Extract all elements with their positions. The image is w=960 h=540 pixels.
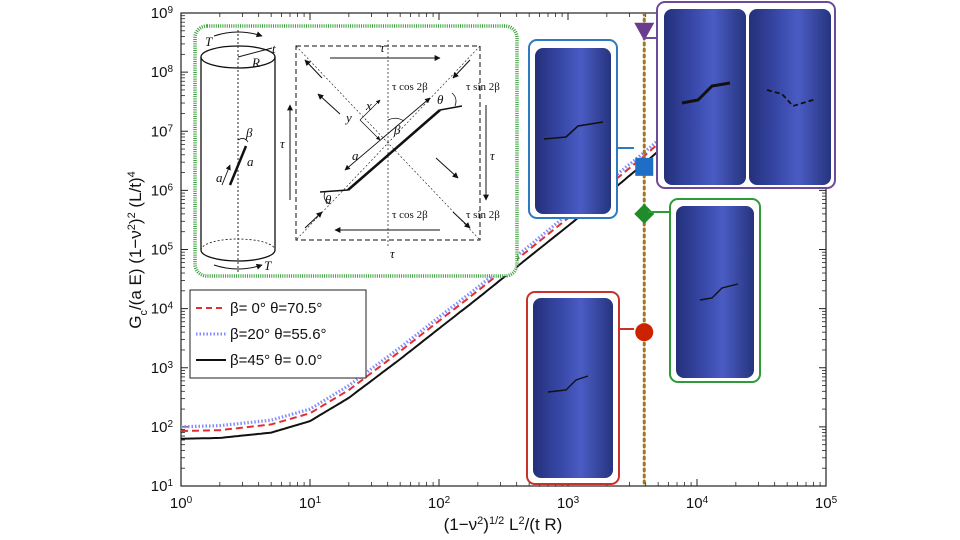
snapshot-purple (643, 1, 836, 189)
y-tick-label: 109 (151, 5, 174, 23)
sq-label-tau-right: τ (490, 148, 496, 163)
cyl-label-beta: β (245, 125, 253, 140)
legend-box (189, 289, 367, 379)
cyl-label-T-top: T (205, 34, 213, 49)
cyl-label-R: R (251, 55, 260, 70)
y-tick-label: 105 (151, 241, 174, 259)
sq-label-a: a (352, 148, 359, 163)
sq-label-sin-top: τ sin 2β (466, 81, 500, 93)
marker-layer (634, 22, 655, 342)
x-tick-label: 105 (815, 495, 838, 513)
sq-label-cos-bot: τ cos 2β (392, 209, 428, 221)
snapshot-red (526, 291, 634, 485)
stress-element-diagram (287, 40, 489, 246)
cyl-label-a-right: a (247, 154, 254, 169)
schematic-inset: T t R β a a T (193, 24, 519, 278)
cyl-label-t: t (272, 41, 276, 56)
legend-label-0: β= 0° θ=70.5° (230, 300, 322, 317)
cyl-label-a-left: a (216, 170, 223, 185)
legend-label-2: β=45° θ= 0.0° (230, 352, 322, 369)
snapshot-blue (528, 39, 634, 219)
y-axis-label: Gc/(a E) (1−ν2)2 (L/t)4 (126, 171, 150, 329)
legend: β= 0° θ=70.5° β=20° θ=55.6° β=45° θ= 0.0… (189, 289, 367, 379)
x-tick-label: 102 (428, 495, 451, 513)
x-tick-label: 103 (557, 495, 580, 513)
y-tick-label: 108 (151, 64, 174, 82)
sq-label-tau-bot: τ (390, 246, 396, 261)
sq-label-theta-right: θ (437, 92, 444, 107)
x-axis-label: (1−ν2)1/2 L2/(t R) (444, 515, 563, 534)
marker-circle (635, 323, 654, 342)
y-tick-label: 101 (151, 478, 174, 496)
cyl-label-T-bot: T (264, 258, 272, 273)
sq-label-tau-left: τ (280, 136, 286, 151)
sq-label-theta-left: θ (325, 192, 332, 207)
x-tick-label: 100 (170, 495, 193, 513)
y-tick-label: 104 (151, 300, 174, 318)
marker-triangle-down (634, 22, 655, 41)
y-tick-label: 102 (151, 418, 174, 436)
x-tick-label: 104 (686, 495, 709, 513)
sq-label-cos-top: τ cos 2β (392, 81, 428, 93)
marker-square (635, 157, 654, 176)
sq-label-beta: β (393, 122, 401, 137)
sq-label-sin-bot: τ sin 2β (466, 209, 500, 221)
cylinder-diagram (200, 30, 276, 272)
y-tick-label: 107 (151, 123, 174, 141)
snapshot-green (648, 198, 761, 383)
y-tick-label: 106 (151, 182, 174, 200)
x-tick-label: 101 (299, 495, 322, 513)
y-tick-label: 103 (151, 359, 174, 377)
legend-label-1: β=20° θ=55.6° (230, 326, 327, 343)
sq-label-tau-top: τ (380, 40, 386, 55)
marker-diamond (634, 203, 655, 224)
sq-label-y: y (344, 110, 352, 125)
sq-label-x: x (365, 98, 372, 113)
